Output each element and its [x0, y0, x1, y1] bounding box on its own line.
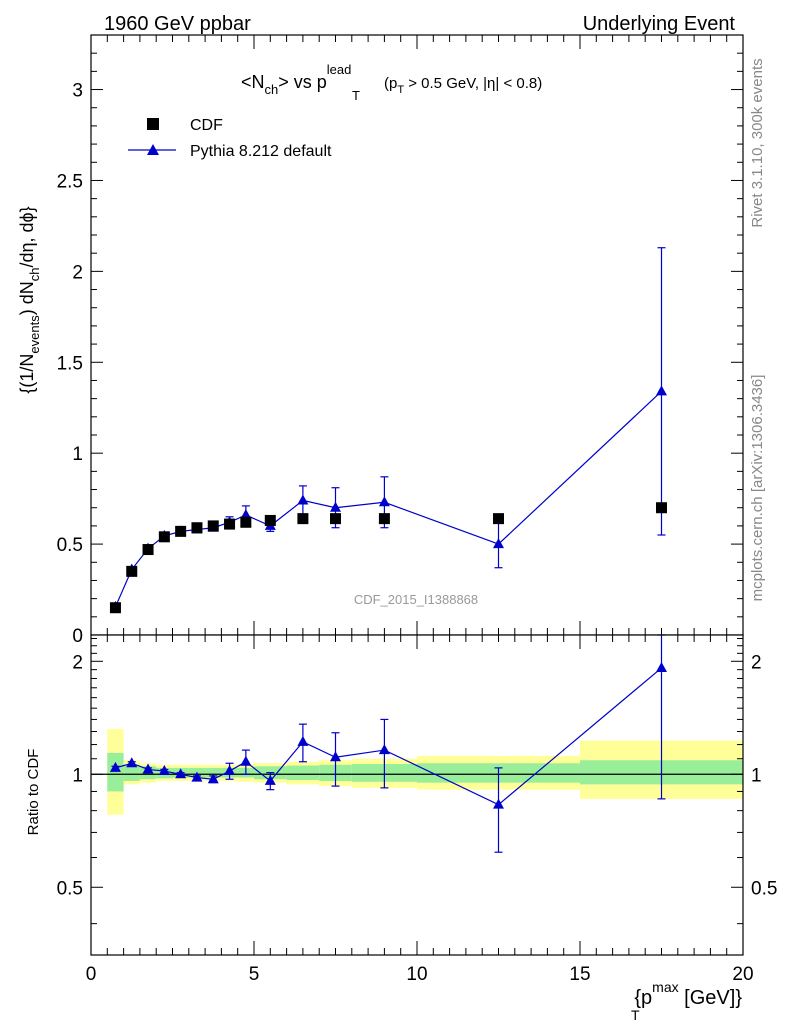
data-point	[330, 513, 341, 525]
y-tick-label: 3	[72, 81, 83, 102]
title-ch-sub: ch	[265, 82, 279, 97]
data-point	[240, 516, 252, 528]
y-axis-label-main: {(1/Nevents) dNch/dη, dϕ}	[17, 206, 42, 393]
ratio-mc-point	[142, 763, 154, 774]
x-tick-label: 0	[86, 964, 97, 985]
ratio-mc-point	[378, 744, 390, 755]
y-tick-label: 1	[72, 444, 83, 465]
energy-label: 1960 GeV ppbar	[104, 13, 251, 35]
legend-label-mc: Pythia 8.212 default	[190, 143, 332, 160]
legend-marker-cdf	[147, 118, 159, 130]
ratio-mc-point	[175, 768, 187, 779]
data-point	[175, 525, 187, 537]
ratio-mc-series	[109, 634, 667, 853]
ratio-mc-point	[207, 773, 219, 784]
ratio-band-inner	[286, 765, 320, 781]
title-cut-b: > 0.5 GeV, |η| < 0.8)	[404, 75, 542, 92]
ratio-y-tick-label-left: 1	[72, 765, 83, 786]
main-plot-area	[91, 35, 743, 635]
title-cut: (pT > 0.5 GeV, |η| < 0.8)	[384, 75, 542, 96]
xlabel-T-sub: T	[631, 1007, 640, 1023]
ratio-mc-point	[656, 661, 667, 672]
main-data-series	[109, 502, 667, 614]
main-mc-point	[656, 385, 667, 396]
ylabel-a: {(1/N	[17, 354, 37, 394]
x-axis-label: {pmax [GeV]}	[634, 979, 742, 1009]
data-point	[207, 520, 219, 532]
xlabel-max-sup: max	[652, 979, 678, 995]
main-mc-point	[378, 496, 390, 507]
title-cut-T: T	[397, 84, 404, 96]
title-mid: > vs p	[278, 72, 327, 92]
plot-title: <Nch> vs plead	[241, 62, 351, 97]
y-tick-label: 0	[72, 626, 83, 647]
ylabel-c: /dη, dϕ}	[17, 206, 37, 267]
ratio-y-tick-label-left: 2	[72, 652, 83, 673]
xlabel-a: {p	[634, 987, 652, 1009]
ratio-frame	[90, 634, 744, 956]
ratio-mc-point	[297, 735, 309, 746]
y-tick-label: 1.5	[57, 353, 83, 374]
data-point	[493, 513, 504, 525]
data-point	[191, 522, 203, 534]
ratio-panel: 0.5 0.5 1 1 2 2	[57, 634, 777, 956]
ratio-band-inner	[123, 764, 140, 781]
y-tick-label: 2	[72, 262, 83, 283]
main-ticks: 0 0.5 1 1.5 2 2.5 3	[57, 34, 744, 647]
process-label: Underlying Event	[583, 13, 736, 35]
title-lead-sup: lead	[327, 62, 352, 77]
y-axis-label-ratio: Ratio to CDF	[25, 749, 42, 836]
main-mc-point	[240, 509, 252, 519]
data-point	[297, 513, 309, 525]
ratio-mc-point	[191, 771, 203, 782]
ratio-mc-point	[264, 774, 276, 785]
ylabel-events-sub: events	[27, 315, 42, 354]
data-point	[264, 514, 276, 526]
legend-label-cdf: CDF	[190, 117, 223, 134]
data-point	[142, 544, 154, 556]
ratio-mc-point	[158, 765, 170, 776]
ratio-mc-point	[109, 761, 121, 772]
ratio-mc-point	[240, 755, 252, 766]
ratio-mc-point	[493, 798, 504, 809]
analysis-id: CDF_2015_I1388868	[354, 592, 478, 607]
rivet-version-label: Rivet 3.1.10, 300k events	[749, 58, 766, 227]
y-tick-label: 0.5	[57, 535, 83, 556]
legend: CDF Pythia 8.212 default	[128, 117, 332, 160]
data-point	[378, 513, 390, 525]
data-point	[158, 531, 170, 543]
title-T-sub: T	[352, 88, 360, 103]
mcplots-label: mcplots.cern.ch [arXiv:1306.3436]	[749, 375, 766, 602]
data-point	[224, 518, 236, 530]
title-prefix: <N	[241, 72, 265, 92]
ratio-mc-point	[330, 751, 341, 762]
ratio-y-tick-label-left: 0.5	[57, 878, 83, 899]
data-point	[126, 565, 138, 577]
x-tick-label: 10	[406, 964, 427, 985]
ratio-y-tick-label-right: 2	[751, 652, 762, 673]
x-tick-label: 5	[249, 964, 260, 985]
main-mc-point	[297, 494, 309, 505]
ratio-mc-point	[126, 757, 138, 768]
x-tick-label: 15	[569, 964, 590, 985]
title-cut-a: (p	[384, 75, 397, 92]
y-tick-label: 2.5	[57, 171, 83, 192]
ratio-band-inner	[107, 752, 124, 792]
main-panel: 00.511.522.53 <Nch> vs plead T (pT > 0.5…	[57, 34, 744, 647]
ratio-band-inner	[205, 767, 222, 778]
legend-marker-mc	[147, 144, 159, 155]
x-tick-label: 20	[732, 964, 753, 985]
x-tick-labels: 0 5 10 15 20	[86, 964, 754, 985]
ylabel-b: ) dN	[17, 281, 37, 315]
ratio-y-tick-label-right: 0.5	[751, 878, 777, 899]
xlabel-b: [GeV]}	[679, 987, 743, 1009]
ratio-mc-point	[224, 765, 236, 776]
ratio-y-tick-label-right: 1	[751, 765, 762, 786]
main-mc-point	[330, 501, 341, 512]
ylabel-ch-sub: ch	[27, 268, 42, 282]
main-mc-point	[493, 538, 504, 549]
data-point	[656, 502, 667, 514]
data-point	[109, 602, 121, 614]
